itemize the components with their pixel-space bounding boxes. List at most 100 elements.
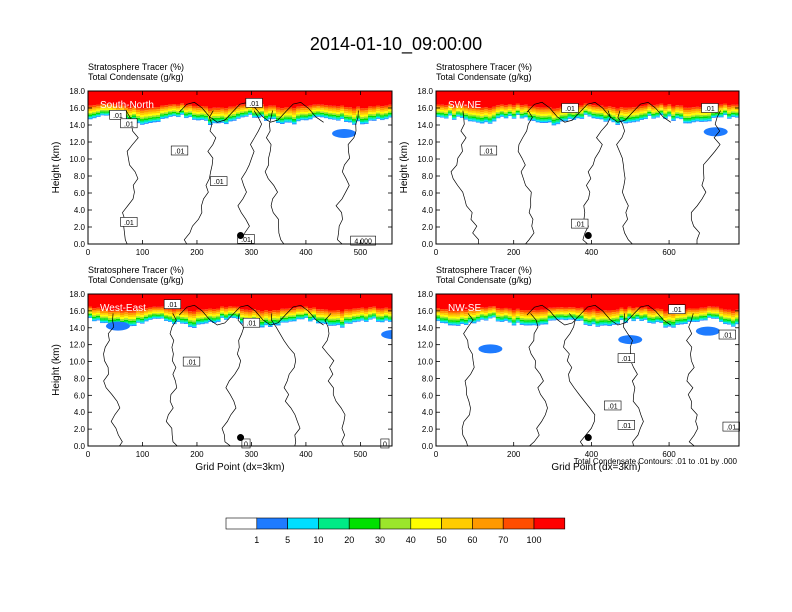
- plot-frame: [87, 90, 393, 245]
- plot-frame: [435, 90, 740, 245]
- contour-line: [526, 304, 672, 326]
- panel-header-tracer: Stratosphere Tracer (%): [436, 62, 532, 72]
- y-tick-label: 10.0: [417, 155, 433, 164]
- x-tick-label: 500: [354, 450, 368, 459]
- panel-header-condensate: Total Condensate (g/kg): [88, 72, 184, 82]
- condensate-contours: [122, 101, 359, 244]
- x-tick-label: 500: [354, 248, 368, 257]
- contour-label: .01: [484, 149, 494, 156]
- figure-title: 2014-01-10_09:00:00: [310, 34, 482, 55]
- colorbar-label: 5: [285, 535, 290, 545]
- y-axis-label: Height (km): [51, 142, 62, 194]
- x-tick-label: 0: [434, 450, 439, 459]
- x-tick-label: 400: [299, 450, 313, 459]
- colorbar-label: 10: [313, 535, 323, 545]
- contour-line: [165, 313, 178, 446]
- contour-label-box: [722, 421, 740, 432]
- x-tick-label: 0: [434, 248, 439, 257]
- condensate-patch: [381, 330, 392, 340]
- contour-label-box: [718, 329, 736, 340]
- y-tick-label: 14.0: [69, 121, 85, 130]
- contour-line: [528, 313, 548, 446]
- x-tick-label: 200: [190, 248, 204, 257]
- colorbar-cell: [379, 517, 412, 530]
- x-tick-label: 600: [662, 450, 676, 459]
- colorbar-label: 40: [406, 535, 416, 545]
- y-tick-label: 6.0: [422, 391, 434, 400]
- x-tick-label: 200: [507, 450, 521, 459]
- contour-label: .01: [621, 423, 631, 430]
- panel-west-east: Stratosphere Tracer (%)Total Condensate …: [51, 265, 393, 473]
- x-tick-label: 400: [299, 248, 313, 257]
- contour-label: .01: [247, 321, 257, 328]
- colorbar: 1 5 10 20 30 40 50 60 70 100: [225, 517, 566, 545]
- y-tick-label: 18.0: [69, 290, 85, 299]
- y-tick-label: 4.0: [422, 408, 434, 417]
- y-tick-label: 12.0: [417, 341, 433, 350]
- colorbar-cell: [441, 517, 473, 530]
- colorbar-cell: [533, 517, 566, 530]
- colorbar-label: 20: [344, 535, 354, 545]
- panel-sw-ne: Stratosphere Tracer (%)Total Condensate …: [399, 62, 740, 257]
- contour-label-box: [170, 145, 189, 156]
- contour-line: [563, 313, 596, 446]
- contour-label: .01: [175, 149, 185, 156]
- x-tick-label: 400: [585, 248, 599, 257]
- y-tick-label: 18.0: [417, 87, 433, 96]
- contour-label: .01: [168, 302, 178, 309]
- colorbar-cell: [225, 517, 258, 530]
- contour-line: [690, 110, 721, 244]
- colorbar-label: 70: [498, 535, 508, 545]
- x-tick-label: 0: [86, 450, 91, 459]
- contour-label: 0: [244, 441, 248, 448]
- x-axis-label: Grid Point (dx=3km): [551, 462, 640, 473]
- contour-label-box: [210, 176, 228, 186]
- contour-label: .01: [705, 106, 715, 113]
- location-marker: [237, 232, 245, 239]
- y-tick-label: 4.0: [74, 408, 86, 417]
- x-tick-label: 200: [507, 248, 521, 257]
- colorbar-cell: [256, 517, 288, 530]
- y-tick-label: 18.0: [417, 290, 433, 299]
- y-tick-label: 4.0: [74, 206, 86, 215]
- contour-label-box: [241, 438, 251, 449]
- y-tick-label: 4.0: [422, 206, 434, 215]
- contour-line: [517, 110, 535, 244]
- contour-label: .01: [249, 101, 259, 108]
- tracer-field: [436, 294, 739, 446]
- y-tick-label: 8.0: [422, 374, 434, 383]
- y-tick-label: 16.0: [69, 307, 85, 316]
- contour-label: .01: [113, 113, 123, 120]
- location-marker: [584, 434, 592, 442]
- colorbar-label: 100: [526, 535, 541, 545]
- panel-label: West-East: [100, 303, 146, 314]
- contour-label-box: [109, 110, 127, 120]
- colorbar-label: 50: [437, 535, 447, 545]
- condensate-patch: [618, 335, 643, 345]
- contour-label: .01: [575, 222, 585, 229]
- contour-line: [450, 110, 480, 244]
- x-tick-label: 300: [245, 450, 259, 459]
- y-tick-label: 2.0: [422, 425, 434, 434]
- condensate-patch: [703, 127, 728, 137]
- condensate-patch: [695, 326, 720, 336]
- condensate-contours: [450, 101, 721, 244]
- contour-label-box: [617, 353, 635, 363]
- contour-label-box: [617, 420, 635, 430]
- colorbar-cell: [502, 517, 535, 530]
- contour-label-box: [380, 438, 390, 449]
- contour-label-box: [242, 317, 261, 328]
- y-tick-label: 10.0: [69, 155, 85, 164]
- contour-label-box: [571, 218, 589, 229]
- panel-label: South-North: [100, 100, 154, 111]
- footnote: Total Condensate Contours: .01 to .01 by…: [574, 457, 738, 466]
- y-tick-label: 2.0: [74, 223, 86, 232]
- y-tick-label: 0.0: [74, 442, 86, 451]
- y-tick-label: 16.0: [417, 307, 433, 316]
- panel-header-condensate: Total Condensate (g/kg): [436, 275, 532, 285]
- contour-line: [686, 313, 699, 446]
- y-tick-label: 6.0: [74, 391, 86, 400]
- x-axis-label: Grid Point (dx=3km): [195, 462, 284, 473]
- y-tick-label: 0.0: [422, 442, 434, 451]
- contour-label-box: [120, 217, 138, 227]
